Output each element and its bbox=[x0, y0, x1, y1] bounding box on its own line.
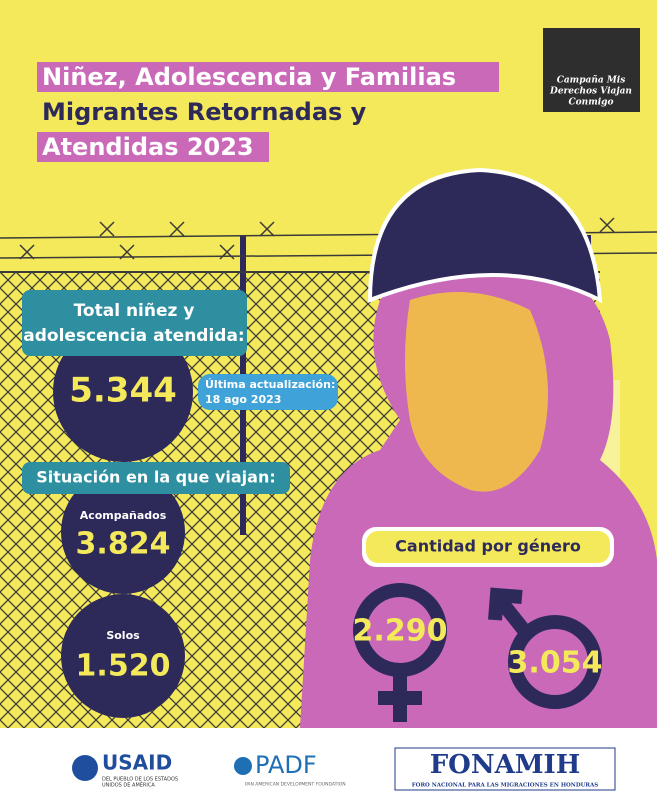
padf-sub: PAN AMERICAN DEVELOPMENT FOUNDATION bbox=[245, 782, 346, 788]
accompanied-value: 3.824 bbox=[76, 527, 171, 562]
barbs bbox=[19, 217, 615, 260]
fonamih-box bbox=[394, 747, 616, 791]
person-cap bbox=[367, 167, 603, 304]
title-line: Niñez, Adolescencia y Familias bbox=[42, 63, 456, 91]
total-value: 5.344 bbox=[69, 371, 177, 411]
campaign-text: Campaña Mis bbox=[557, 75, 626, 86]
total-label: Total niñez y bbox=[74, 301, 195, 321]
campaign-image bbox=[543, 28, 640, 112]
alone-value: 1.520 bbox=[76, 649, 171, 684]
fonamih-sub: FORO NACIONAL PARA LAS MIGRACIONES EN HO… bbox=[412, 783, 598, 789]
accompanied-circle bbox=[61, 470, 185, 594]
padf-globe bbox=[234, 757, 252, 775]
alone-circle bbox=[61, 594, 185, 718]
update-text: Última actualización: bbox=[205, 378, 335, 391]
title-line: Migrantes Retornadas y bbox=[42, 98, 367, 126]
total-box bbox=[22, 290, 247, 356]
total-label: adolescencia atendida: bbox=[23, 326, 244, 346]
usaid-sub: DEL PUEBLO DE LOS ESTADOS bbox=[102, 777, 178, 783]
title-line: Atendidas 2023 bbox=[42, 133, 254, 161]
alone-label: Solos bbox=[106, 629, 140, 642]
padf-logo: PADF bbox=[255, 751, 317, 779]
update-text: 18 ago 2023 bbox=[205, 393, 281, 406]
total-circle bbox=[53, 322, 193, 462]
situation-heading: Situación en la que viajan: bbox=[36, 468, 275, 487]
campaign-text: Conmigo bbox=[569, 98, 614, 108]
usaid-seal bbox=[72, 755, 98, 781]
person-face bbox=[405, 292, 548, 492]
title-band bbox=[37, 132, 269, 162]
female-symbol bbox=[353, 583, 447, 722]
fonamih-logo: FONAMIH bbox=[430, 750, 581, 780]
male-symbol bbox=[488, 587, 602, 709]
female-value: 2.290 bbox=[353, 614, 448, 649]
gender-heading: Cantidad por género bbox=[395, 537, 581, 556]
campaign-text: Derechos Viajan bbox=[549, 87, 632, 97]
male-value: 3.054 bbox=[508, 646, 603, 681]
accompanied-label: Acompañados bbox=[80, 509, 167, 522]
title-band bbox=[37, 62, 499, 92]
usaid-logo: USAID bbox=[102, 751, 172, 775]
gender-pill bbox=[366, 531, 610, 563]
update-pill bbox=[198, 374, 338, 410]
usaid-sub: UNIDOS DE AMÉRICA bbox=[102, 781, 155, 789]
situation-box bbox=[22, 462, 290, 494]
